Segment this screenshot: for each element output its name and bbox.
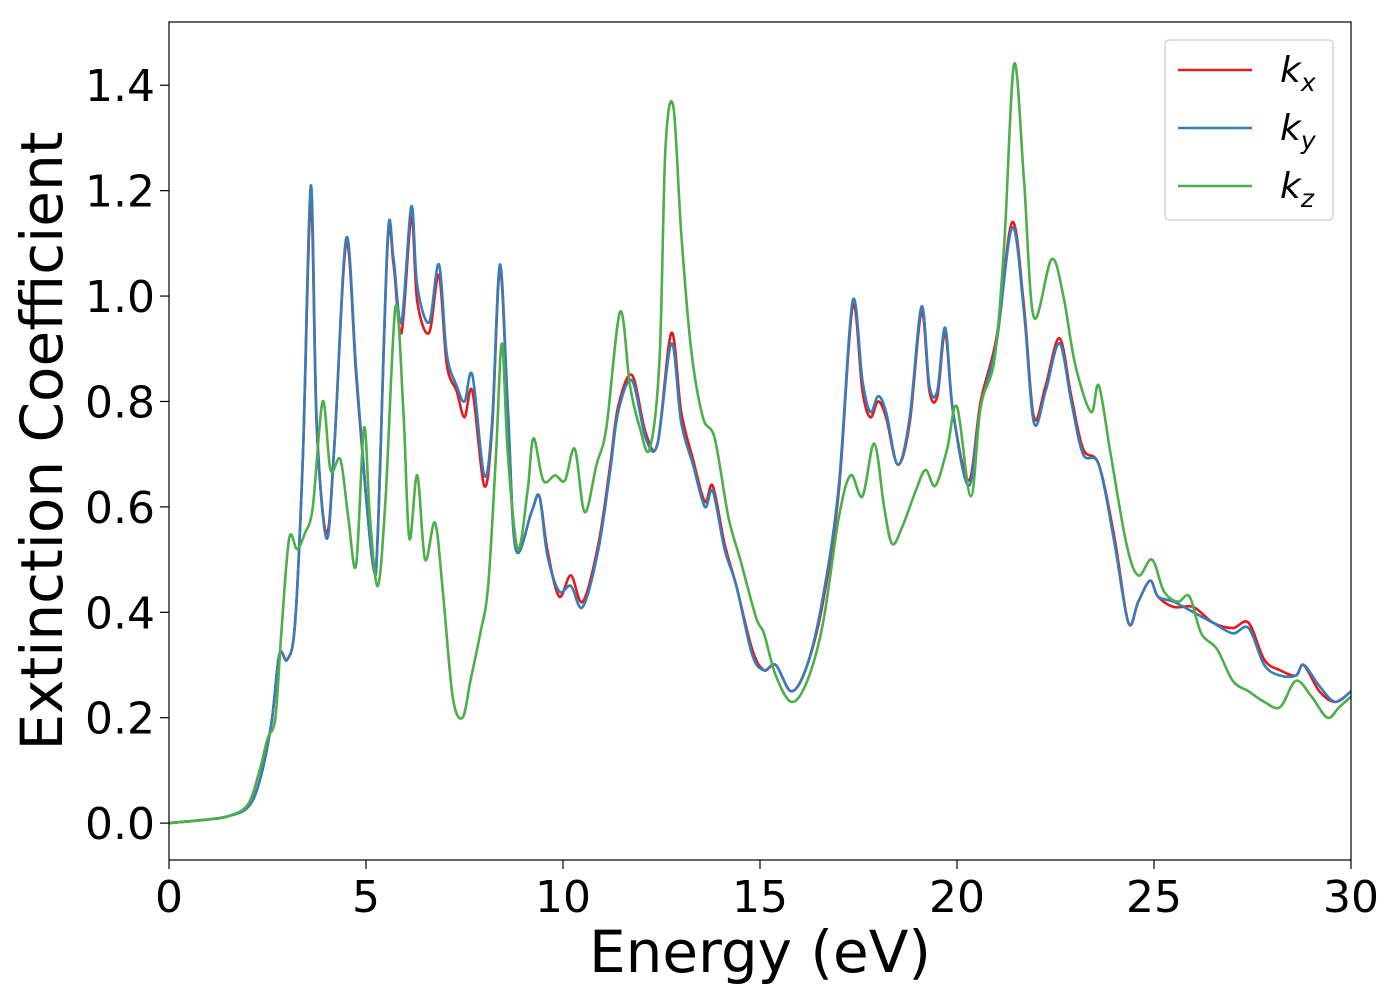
y-tick-label: 0.6 <box>85 483 155 534</box>
y-tick-label: 0.0 <box>85 799 155 850</box>
y-axis-title: Extinction Coefficient <box>8 132 76 751</box>
x-tick-label: 15 <box>732 872 788 923</box>
x-axis: 0 5 10 15 20 25 30 <box>155 860 1379 923</box>
x-tick-label: 25 <box>1126 872 1182 923</box>
x-tick-label: 10 <box>535 872 591 923</box>
y-tick-label: 1.2 <box>85 167 155 218</box>
series-layer <box>169 62 1351 825</box>
legend-label-sub: z <box>1300 184 1315 213</box>
legend-label: ky <box>1280 108 1317 155</box>
legend-label-main: k <box>1280 166 1303 207</box>
legend-label-main: k <box>1280 50 1303 91</box>
y-tick-label: 1.4 <box>85 61 155 112</box>
series-line-ky <box>169 184 1351 825</box>
legend-label-sub: x <box>1300 68 1316 97</box>
legend-label: kx <box>1280 50 1316 97</box>
legend-label: kz <box>1280 166 1315 213</box>
x-tick-label: 20 <box>929 872 985 923</box>
y-tick-label: 0.4 <box>85 588 155 639</box>
legend-box <box>1164 39 1334 221</box>
series-line-kz <box>169 62 1351 825</box>
x-tick-label: 0 <box>155 872 183 923</box>
y-tick-label: 0.8 <box>85 377 155 428</box>
y-tick-label: 0.2 <box>85 694 155 745</box>
x-axis-title: Energy (eV) <box>589 918 931 986</box>
x-tick-label: 5 <box>352 872 380 923</box>
y-tick-label: 1.0 <box>85 272 155 323</box>
y-axis: 0.0 0.2 0.4 0.6 0.8 1.0 1.2 1.4 <box>85 61 169 850</box>
legend-label-sub: y <box>1300 126 1317 155</box>
x-tick-label: 30 <box>1323 872 1379 923</box>
legend-label-main: k <box>1280 108 1303 149</box>
